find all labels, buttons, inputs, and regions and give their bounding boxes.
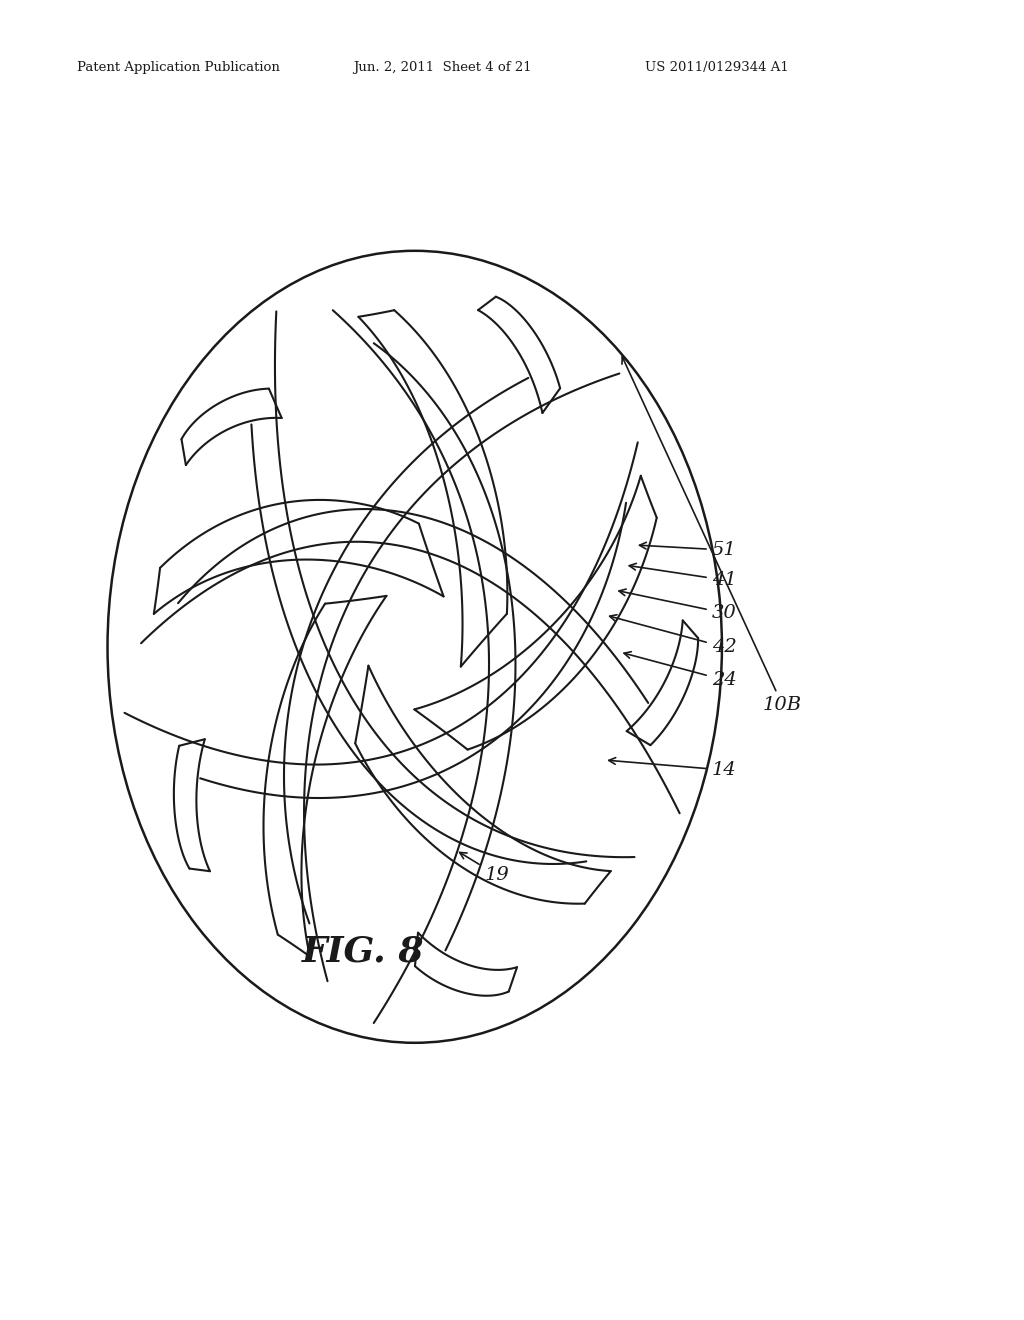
Text: 19: 19 (460, 853, 509, 884)
Text: Patent Application Publication: Patent Application Publication (77, 62, 280, 74)
Text: 42: 42 (609, 615, 736, 656)
Text: Jun. 2, 2011  Sheet 4 of 21: Jun. 2, 2011 Sheet 4 of 21 (353, 62, 531, 74)
Text: 24: 24 (624, 652, 736, 689)
Text: 51: 51 (640, 541, 736, 558)
Text: 10B: 10B (622, 356, 802, 714)
Text: FIG. 8: FIG. 8 (302, 935, 425, 969)
Text: 41: 41 (629, 564, 736, 589)
Text: 14: 14 (609, 758, 736, 779)
Text: 30: 30 (618, 589, 736, 622)
Text: US 2011/0129344 A1: US 2011/0129344 A1 (645, 62, 788, 74)
